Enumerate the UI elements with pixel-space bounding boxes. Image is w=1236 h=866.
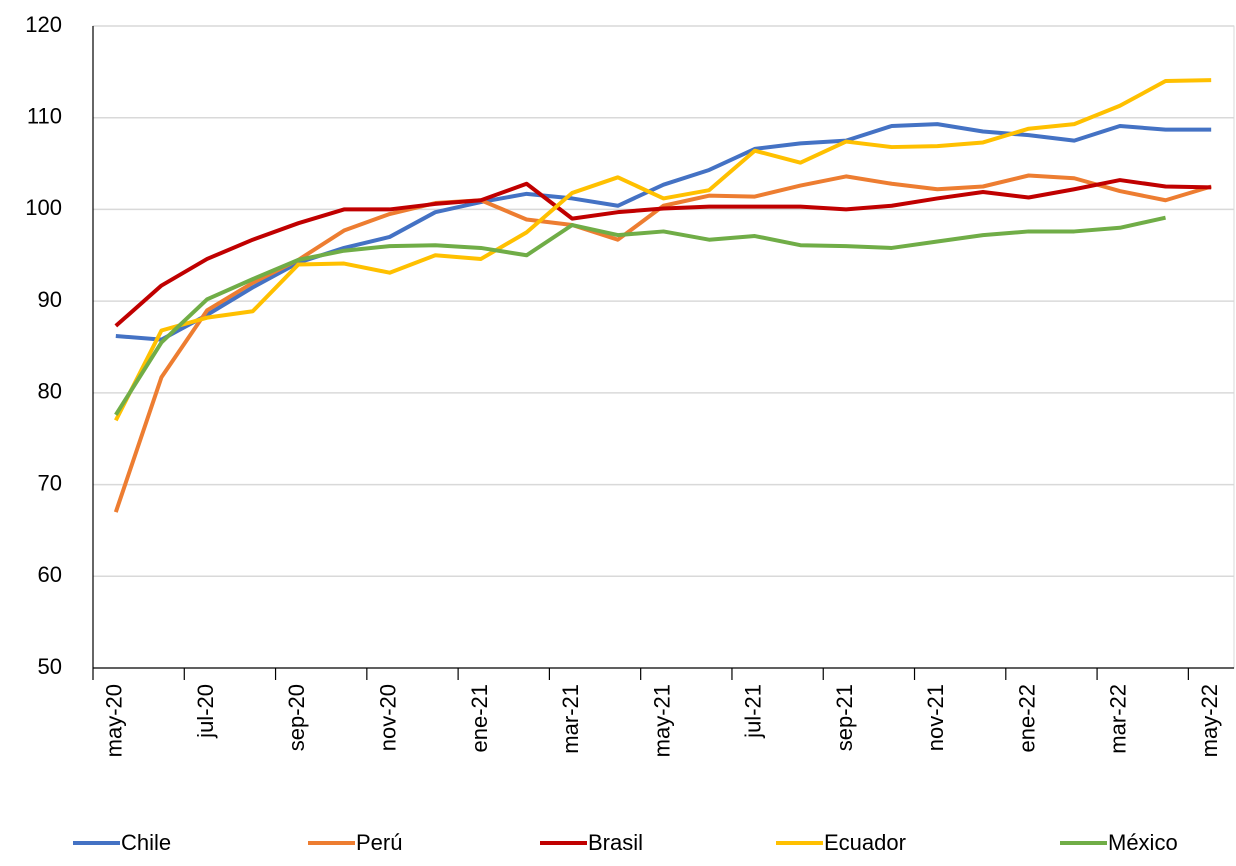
series-line [114, 178, 1212, 328]
y-tick-label: 110 [27, 104, 62, 129]
x-tick-label: jul-20 [193, 684, 218, 739]
y-tick-label: 50 [38, 654, 62, 679]
legend-label: Perú [356, 830, 402, 855]
plot-border [92, 25, 1235, 669]
legend-label: México [1108, 830, 1178, 855]
legend-label: Ecuador [824, 830, 906, 855]
y-tick-label: 120 [25, 12, 62, 37]
x-tick-label: mar-21 [558, 684, 583, 754]
x-tick-label: mar-22 [1106, 684, 1131, 754]
y-tick-label: 70 [38, 470, 62, 495]
series-line [114, 215, 1166, 416]
x-tick-label: may-20 [102, 684, 127, 757]
x-tick-label: jul-21 [741, 684, 766, 739]
series-line [113, 173, 1212, 513]
x-tick-label: ene-22 [1014, 684, 1039, 753]
x-tick-label: may-21 [649, 684, 674, 757]
y-tick-label: 60 [38, 562, 62, 587]
x-tick-label: nov-20 [375, 684, 400, 751]
y-tick-label: 100 [25, 195, 62, 220]
series-line [114, 78, 1212, 422]
x-tick-label: nov-21 [923, 684, 948, 751]
y-tick-label: 90 [38, 287, 62, 312]
legend-label: Brasil [588, 830, 643, 855]
legend-label: Chile [121, 830, 171, 855]
x-tick-label: may-22 [1197, 684, 1222, 757]
x-tick-label: sep-20 [284, 684, 309, 751]
x-tick-label: ene-21 [467, 684, 492, 753]
y-tick-label: 80 [38, 379, 62, 404]
x-tick-label: sep-21 [832, 684, 857, 751]
